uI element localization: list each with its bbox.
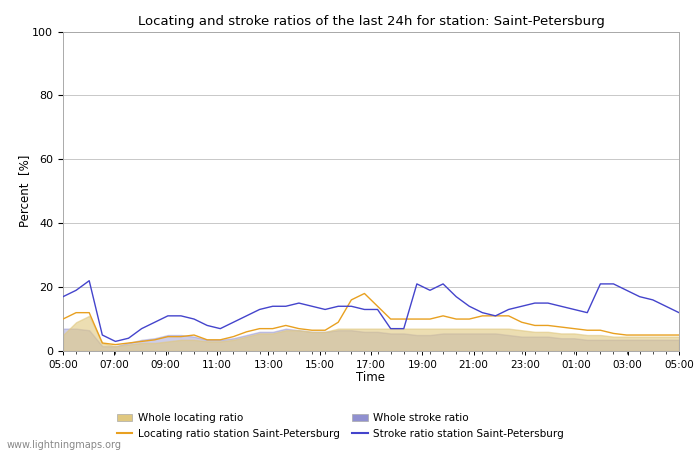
Legend: Whole locating ratio, Locating ratio station Saint-Petersburg, Whole stroke rati: Whole locating ratio, Locating ratio sta… [113,410,567,441]
Y-axis label: Percent  [%]: Percent [%] [18,155,31,227]
X-axis label: Time: Time [356,371,386,384]
Title: Locating and stroke ratios of the last 24h for station: Saint-Petersburg: Locating and stroke ratios of the last 2… [138,14,604,27]
Text: www.lightningmaps.org: www.lightningmaps.org [7,440,122,450]
